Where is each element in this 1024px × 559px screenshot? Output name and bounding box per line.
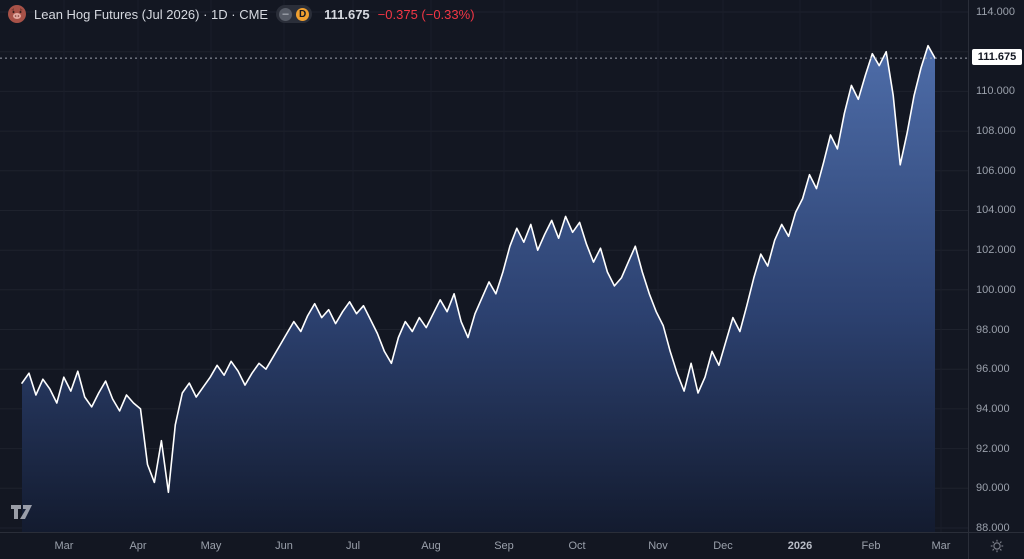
y-axis-tick: 88.000 [976, 522, 1010, 534]
y-axis-tick: 102.000 [976, 244, 1016, 257]
price-change-value: −0.375 (−0.33%) [377, 6, 475, 22]
y-axis-tick: 108.000 [976, 125, 1016, 138]
timezone-settings-icon[interactable] [990, 539, 1004, 553]
symbol-legend: Lean Hog Futures (Jul 2026) · 1D · CME –… [8, 5, 475, 23]
x-axis-label: Jul [345, 540, 361, 552]
y-axis-tick: 104.000 [976, 204, 1016, 217]
x-axis-label: Oct [568, 540, 586, 552]
chart-plot-area[interactable]: Lean Hog Futures (Jul 2026) · 1D · CME –… [0, 0, 968, 532]
y-axis-tick: 96.000 [976, 363, 1010, 376]
last-price-value: 111.675 [324, 6, 370, 22]
x-axis-label: 2026 [787, 540, 813, 552]
x-axis-label: Mar [54, 540, 74, 552]
x-axis-label: Jun [275, 540, 293, 552]
last-price-tag: 111.675 [972, 49, 1022, 66]
y-axis-tick: 90.000 [976, 482, 1010, 495]
x-axis-label: Apr [129, 540, 147, 552]
delayed-data-badge: D [296, 7, 310, 21]
data-mode-badge[interactable]: – D [276, 5, 313, 23]
time-axis[interactable]: Mar Apr May Jun Jul Aug Sep Oct Nov Dec 2026 Feb Mar [0, 532, 968, 559]
y-axis-tick: 114.000 [976, 6, 1015, 18]
y-axis-tick: 92.000 [976, 442, 1010, 455]
y-axis-tick: 106.000 [976, 164, 1016, 177]
symbol-logo-pig-icon [8, 5, 26, 23]
price-chart[interactable] [0, 0, 968, 532]
axis-corner [968, 532, 1024, 559]
symbol-title[interactable]: Lean Hog Futures (Jul 2026) · 1D · CME [34, 6, 269, 22]
y-axis-tick: 94.000 [976, 402, 1010, 415]
price-axis[interactable]: 111.675 88.000 90.000 92.000 94.000 96.000 98… [968, 0, 1024, 534]
x-axis-label: May [200, 540, 222, 552]
tradingview-logo[interactable] [10, 502, 34, 522]
x-axis-label: Nov [648, 540, 668, 552]
x-axis-label: Sep [494, 540, 514, 552]
x-axis-label: Feb [861, 540, 881, 552]
x-axis-label: Mar [931, 540, 951, 552]
x-axis-label: Dec [713, 540, 733, 552]
y-axis-tick: 100.000 [976, 283, 1016, 296]
y-axis-tick: 110.000 [976, 85, 1015, 98]
y-axis-tick: 98.000 [976, 323, 1010, 336]
minus-icon: – [279, 7, 293, 21]
x-axis-label: Aug [421, 540, 441, 552]
